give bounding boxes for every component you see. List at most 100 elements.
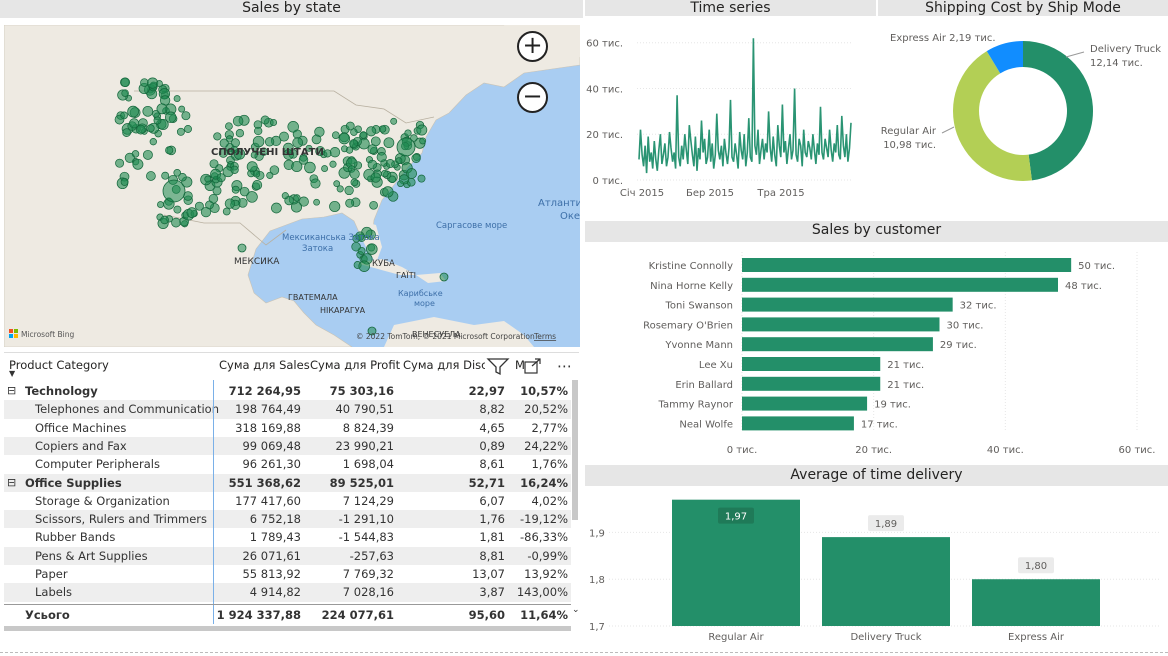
shipping-cost-donut[interactable]: Delivery Truck 12,14 тис. Regular Air 10,98… — [878, 17, 1168, 207]
map-terms-link[interactable]: Terms — [533, 332, 556, 341]
delivery-bar[interactable] — [822, 537, 950, 626]
sales-bubble-290[interactable] — [162, 179, 186, 203]
subcategory-row[interactable]: Scissors, Rulers and Trimmers 6 752,18 -1 … — [4, 510, 571, 529]
sales-bubble-98[interactable] — [345, 198, 355, 208]
map-bubble-layer[interactable] — [114, 77, 449, 336]
horizontal-scrollbar[interactable] — [4, 626, 571, 631]
sales-bubble-219[interactable] — [246, 191, 258, 203]
map-svg[interactable]: СПОЛУЧЕНІ ШТАТИ МЕКСИКА Мексиканська Зат… — [4, 25, 580, 347]
sales-bubble-144[interactable] — [239, 186, 250, 197]
sales-bubble-241[interactable] — [204, 175, 212, 183]
subcategory-row[interactable]: Computer Peripherals 96 261,30 1 698,04 8,6… — [4, 455, 571, 473]
sales-bubble-159[interactable] — [310, 178, 321, 189]
sales-bubble-39[interactable] — [173, 169, 181, 177]
sales-bubble-107[interactable] — [329, 160, 337, 168]
sales-bubble-3[interactable] — [142, 105, 154, 117]
header-margin[interactable]: М — [515, 358, 525, 372]
customer-bar[interactable] — [742, 258, 1072, 272]
sales-bubble-187[interactable] — [378, 125, 387, 133]
sales-bubble-231[interactable] — [194, 201, 204, 211]
sales-bubble-283[interactable] — [120, 111, 128, 120]
sales-bubble-143[interactable] — [283, 149, 294, 160]
sales-bubble-150[interactable] — [252, 180, 263, 190]
sales-bubble-293[interactable] — [367, 326, 377, 336]
sales-bubble-210[interactable] — [367, 144, 378, 155]
scroll-down-icon[interactable]: ⌄ — [572, 605, 580, 615]
delivery-bar[interactable] — [972, 579, 1100, 626]
subcategory-row[interactable]: Copiers and Fax 99 069,48 23 990,21 0,89 24,… — [4, 436, 571, 456]
customer-bar[interactable] — [742, 317, 940, 332]
sales-bubble-149[interactable] — [252, 135, 265, 148]
subcategory-row[interactable]: Storage & Organization 177 417,60 7 124,29… — [4, 492, 571, 510]
sales-bubble-269[interactable] — [171, 217, 181, 228]
sales-bubble-128[interactable] — [292, 137, 304, 148]
vertical-scrollbar[interactable] — [572, 380, 578, 520]
category-row[interactable]: ⊟ Technology 712 264,95 75 303,16 22,97 10,57… — [4, 382, 571, 400]
sort-desc-icon[interactable]: ▼ — [9, 369, 16, 378]
sales-bubble-267[interactable] — [186, 207, 198, 218]
sales-bubble-192[interactable] — [370, 172, 381, 183]
sales-bubble-48[interactable] — [165, 146, 174, 155]
sales-bubble-270[interactable] — [160, 215, 169, 225]
sales-bubble-103[interactable] — [321, 165, 329, 173]
focus-mode-icon[interactable] — [523, 357, 543, 375]
sales-bubble-200[interactable] — [376, 152, 387, 163]
collapse-icon[interactable]: ⊟ — [7, 475, 17, 489]
sales-bubble-106[interactable] — [311, 134, 322, 145]
sales-bubble-84[interactable] — [369, 200, 378, 210]
sales-bubble-11[interactable] — [184, 125, 192, 133]
sales-bubble-140[interactable] — [382, 186, 394, 198]
sales-bubble-190[interactable] — [367, 159, 378, 170]
sales-bubble-139[interactable] — [336, 185, 344, 193]
donut-slice-delivery-truck[interactable] — [1023, 41, 1093, 181]
customer-bar[interactable] — [742, 357, 881, 371]
sales-bubble-126[interactable] — [291, 160, 303, 173]
donut-slice-express-air[interactable] — [986, 41, 1023, 74]
sales-bubble-220[interactable] — [222, 207, 231, 216]
customer-bar[interactable] — [742, 337, 933, 352]
sales-bubble-157[interactable] — [230, 138, 240, 148]
sales-bubble-55[interactable] — [298, 196, 309, 207]
sales-bubble-195[interactable] — [419, 137, 427, 145]
sales-bubble-132[interactable] — [350, 178, 359, 187]
sales-bubble-268[interactable] — [173, 205, 182, 214]
sales-bubble-234[interactable] — [200, 206, 212, 218]
sales-bubble-249[interactable] — [366, 243, 378, 255]
sales-bubble-232[interactable] — [216, 173, 226, 183]
sales-bubble-242[interactable] — [231, 185, 240, 194]
sales-bubble-236[interactable] — [252, 170, 261, 178]
sales-bubble-202[interactable] — [349, 168, 360, 180]
sales-bubble-45[interactable] — [122, 128, 131, 137]
sales-bubble-285[interactable] — [156, 103, 168, 115]
sales-bubble-211[interactable] — [410, 134, 418, 142]
sales-bubble-118[interactable] — [333, 180, 341, 187]
sales-bubble-104[interactable] — [292, 129, 302, 139]
sales-bubble-207[interactable] — [350, 128, 358, 136]
customer-bar[interactable] — [742, 297, 953, 312]
sales-bubble-274[interactable] — [153, 116, 162, 125]
sales-bubble-212[interactable] — [416, 124, 428, 136]
sales-bubble-286[interactable] — [127, 105, 139, 118]
customer-bar[interactable] — [742, 376, 881, 391]
sales-bubble-152[interactable] — [232, 115, 244, 127]
subcategory-row[interactable]: Paper 55 813,92 7 769,32 13,07 13,92% — [4, 565, 571, 583]
sales-bubble-105[interactable] — [264, 137, 275, 147]
sales-by-customer-chart[interactable]: 0 тис. 20 тис. 40 тис. 60 тис. Kristine Conn… — [585, 244, 1168, 462]
sales-bubble-24[interactable] — [132, 158, 144, 170]
sales-bubble-79[interactable] — [250, 151, 258, 159]
sales-bubble-14[interactable] — [120, 177, 129, 186]
sales-bubble-117[interactable] — [381, 169, 389, 178]
sales-bubble-15[interactable] — [176, 127, 185, 136]
sales-bubble-193[interactable] — [397, 180, 404, 188]
sales-bubble-180[interactable] — [366, 126, 377, 137]
header-sum-discount[interactable]: Сума для Disco — [403, 358, 485, 372]
sales-bubble-0[interactable] — [149, 138, 157, 146]
sales-bubble-280[interactable] — [121, 89, 129, 97]
sales-bubble-288[interactable] — [155, 80, 163, 88]
sales-bubble-66[interactable] — [331, 131, 340, 140]
sales-bubble-237[interactable] — [157, 201, 164, 209]
map-canvas[interactable]: СПОЛУЧЕНІ ШТАТИ МЕКСИКА Мексиканська Зат… — [4, 25, 580, 347]
sales-bubble-256[interactable] — [358, 260, 370, 272]
subcategory-row[interactable]: Rubber Bands 1 789,43 -1 544,83 1,81 -86,33% — [4, 528, 571, 546]
customer-bar[interactable] — [742, 277, 1058, 292]
